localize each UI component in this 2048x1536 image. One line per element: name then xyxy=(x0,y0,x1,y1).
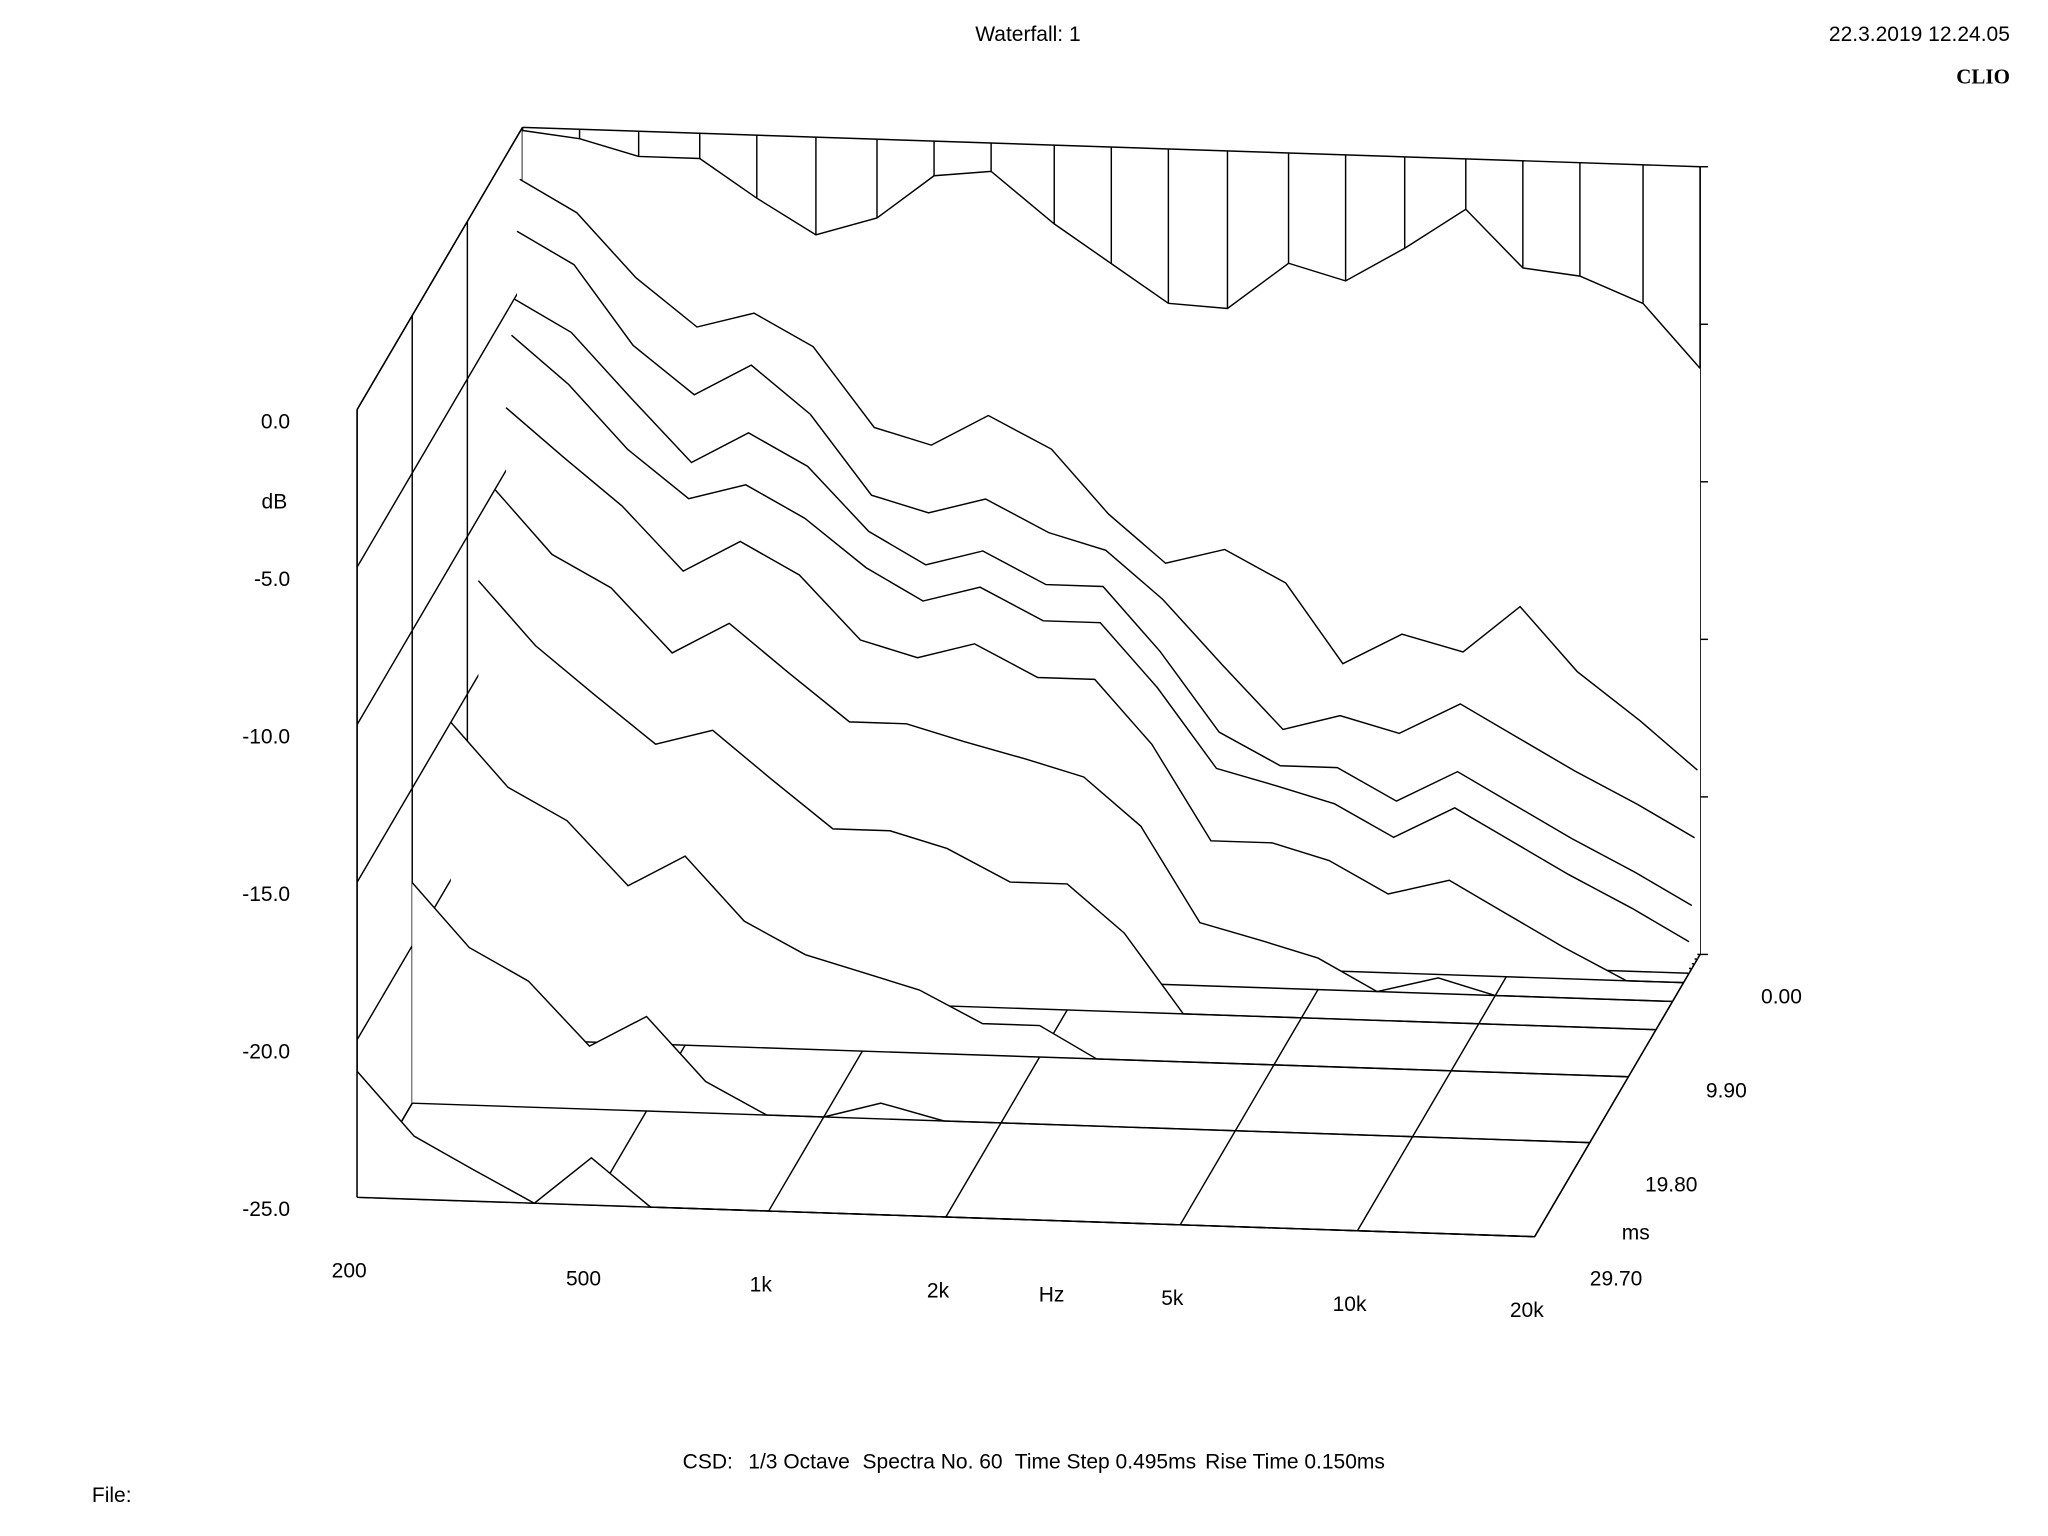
x-tick-label: 1k xyxy=(750,1273,773,1296)
x-tick-label: 20k xyxy=(1510,1299,1544,1322)
brand: CLIO xyxy=(1956,65,2010,89)
settings: CSD: 1/3 Octave Spectra No. 60 Time Step… xyxy=(683,1450,1385,1473)
y-grid-line xyxy=(356,126,524,410)
z-tick-label: 19.80 xyxy=(1645,1173,1698,1196)
setting: Time Step 0.495ms xyxy=(1015,1450,1196,1473)
z-tick-label: 29.70 xyxy=(1590,1268,1643,1291)
x-axis-label: Hz xyxy=(1039,1283,1065,1306)
spectrum-line xyxy=(505,407,1684,984)
y-tick-label: -5.0 xyxy=(254,568,290,591)
y-tick-label: -15.0 xyxy=(242,883,290,906)
y-tick-label: -10.0 xyxy=(242,725,290,748)
slice-mask xyxy=(450,722,1629,1077)
spectrum-line xyxy=(511,334,1690,943)
z-axis-label: ms xyxy=(1622,1222,1650,1245)
setting: Rise Time 0.150ms xyxy=(1205,1450,1385,1473)
file-label: File: xyxy=(92,1484,132,1507)
spectrum-line xyxy=(513,298,1693,907)
spectrum-line xyxy=(494,488,1673,1003)
setting: Spectra No. 60 xyxy=(863,1450,1003,1473)
x-tick-label: 5k xyxy=(1161,1287,1184,1310)
y-grid-line xyxy=(356,284,524,568)
y-tick-label: -20.0 xyxy=(242,1040,290,1063)
spectrum-line xyxy=(450,721,1629,1078)
x-tick-label: 10k xyxy=(1333,1293,1367,1316)
x-tick-label: 500 xyxy=(566,1268,601,1291)
chart-title: Waterfall: 1 xyxy=(975,23,1080,46)
spectrum-line xyxy=(411,882,1590,1144)
z-tick-label: 0.00 xyxy=(1761,985,1802,1008)
setting: CSD: xyxy=(683,1450,733,1473)
setting: 1/3 Octave xyxy=(748,1450,850,1473)
timestamp: 22.3.2019 12.24.05 xyxy=(1829,23,2010,46)
x-tick-label: 2k xyxy=(927,1279,950,1302)
y-tick-label: 0.0 xyxy=(261,410,290,433)
spectrum-line xyxy=(519,178,1698,771)
spectrum-line xyxy=(516,230,1695,839)
spectrum-line xyxy=(477,580,1657,1031)
spectrum-line xyxy=(356,1070,1535,1238)
slice-mask xyxy=(478,580,1656,1030)
y-axis-label: dB xyxy=(262,490,288,513)
y-tick-label: -25.0 xyxy=(242,1198,290,1221)
z-tick-label: 9.90 xyxy=(1706,1079,1747,1102)
plot: 0.0 -5.0 -10.0 -15.0 -20.0 -25.0 0.00 9.90 19.80… xyxy=(242,126,1802,1322)
x-tick-label: 200 xyxy=(332,1260,367,1283)
spectrum-line xyxy=(522,129,1701,369)
